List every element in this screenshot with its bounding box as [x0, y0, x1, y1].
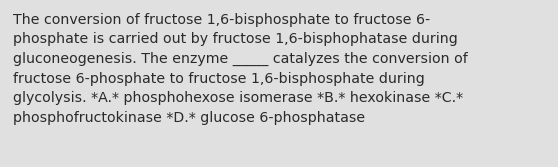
Text: The conversion of fructose 1,6-bisphosphate to fructose 6-
phosphate is carried : The conversion of fructose 1,6-bisphosph…: [13, 13, 468, 125]
